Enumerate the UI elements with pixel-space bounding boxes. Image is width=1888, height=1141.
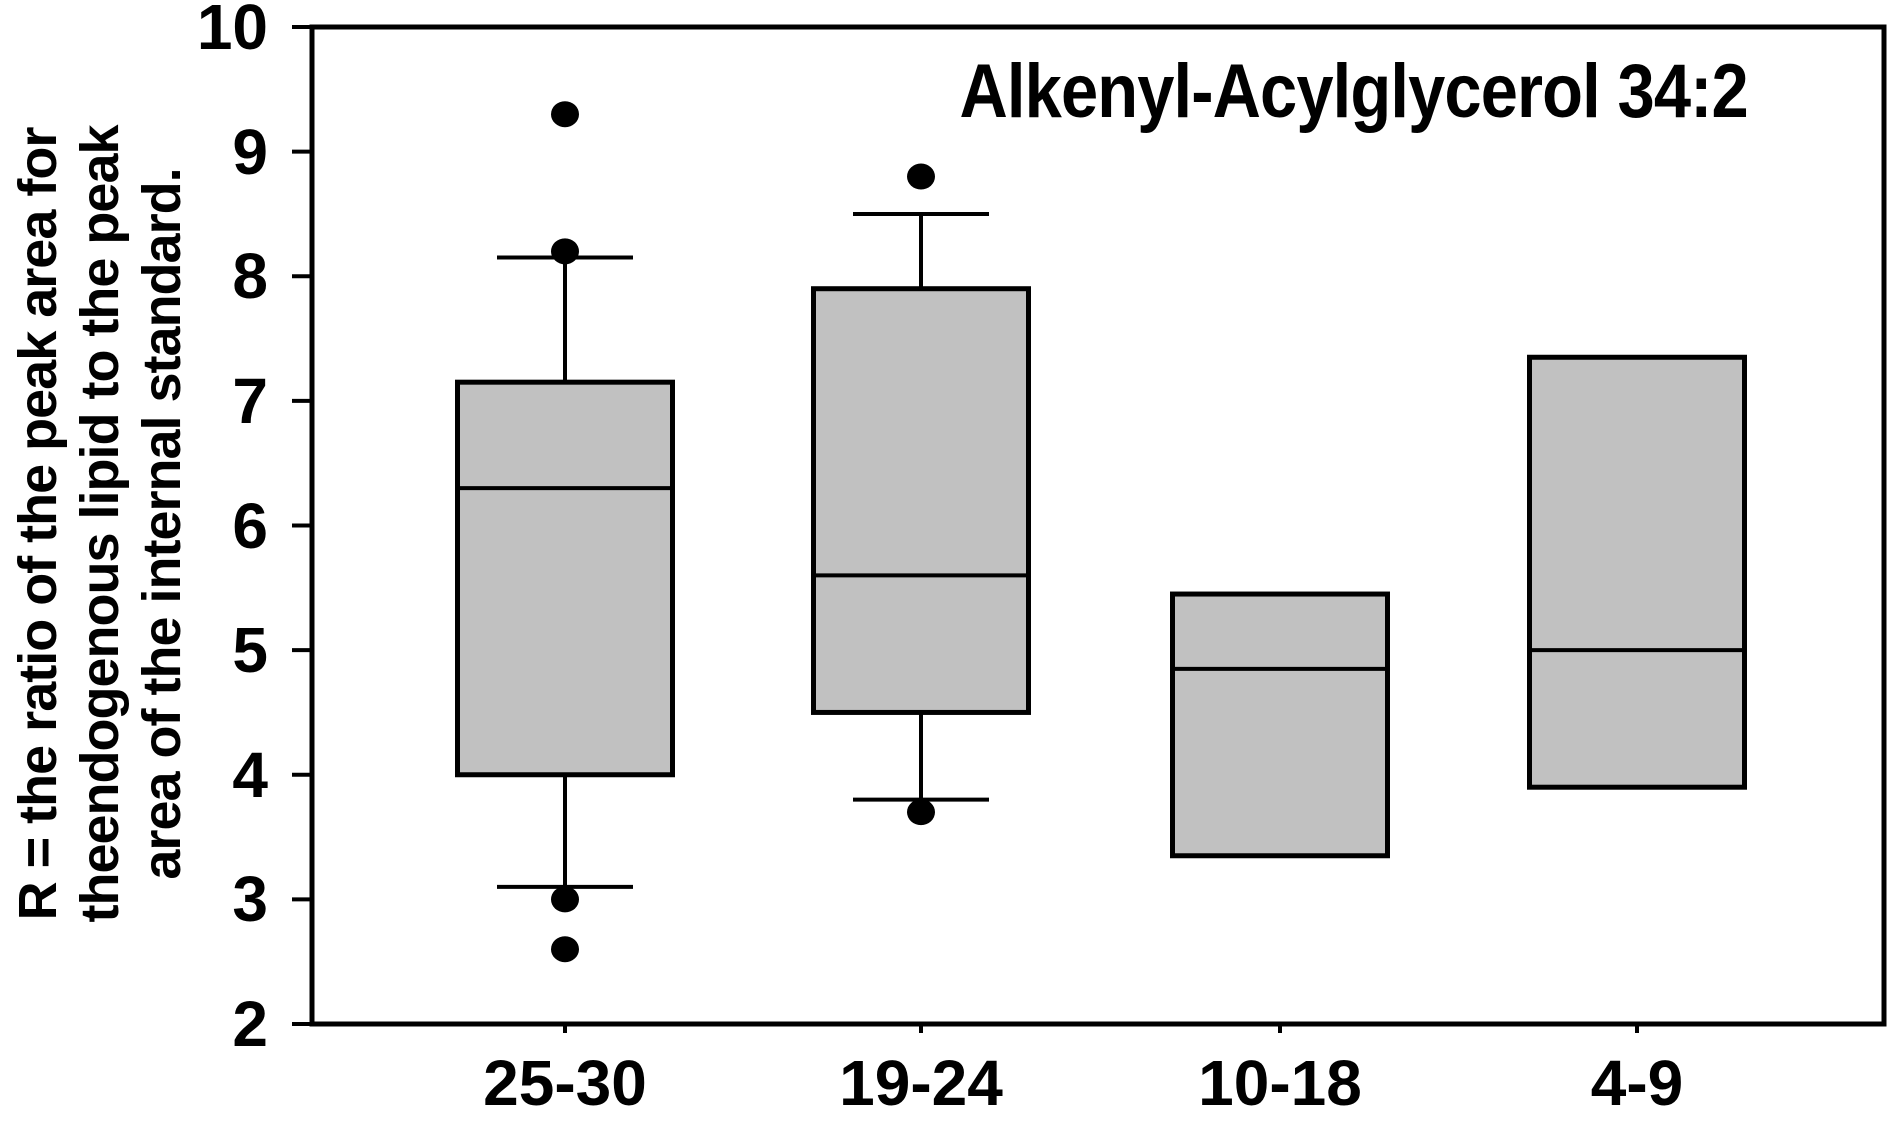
- y-tick-label-9: 9: [232, 115, 268, 188]
- box-10-18: [1170, 591, 1390, 859]
- y-tick-label-10: 10: [196, 0, 268, 63]
- x-category-label-19-24: 19-24: [839, 1047, 1003, 1119]
- y-tick-label-5: 5: [232, 614, 268, 687]
- x-category-label-10-18: 10-18: [1198, 1047, 1362, 1119]
- outlier-point: [907, 799, 935, 826]
- chart-title: Alkenyl-Acylglycerol 34:2: [959, 49, 1749, 134]
- box-4-9: [1527, 354, 1747, 790]
- y-tick-label-4: 4: [232, 738, 268, 811]
- outlier-point: [907, 163, 935, 190]
- x-category-label-4-9: 4-9: [1590, 1047, 1684, 1119]
- outlier-point: [551, 238, 579, 265]
- outlier-point: [551, 886, 579, 913]
- y-tick-label-6: 6: [232, 489, 268, 562]
- outlier-point: [551, 101, 579, 128]
- y-tick-label-7: 7: [232, 364, 268, 437]
- box-25-30: [455, 379, 675, 778]
- outlier-point: [551, 936, 579, 963]
- x-category-label-25-30: 25-30: [483, 1047, 647, 1119]
- y-tick-label-3: 3: [232, 863, 268, 936]
- box-19-24: [811, 286, 1031, 715]
- y-tick-label-2: 2: [232, 988, 268, 1060]
- y-tick-label-8: 8: [232, 240, 268, 313]
